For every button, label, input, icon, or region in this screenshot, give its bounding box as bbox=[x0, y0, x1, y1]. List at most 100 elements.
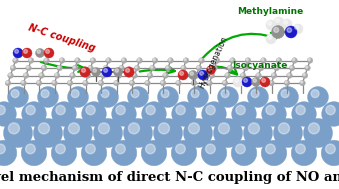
Circle shape bbox=[262, 102, 286, 126]
Circle shape bbox=[117, 74, 119, 76]
Circle shape bbox=[82, 102, 106, 126]
Circle shape bbox=[115, 81, 117, 83]
Circle shape bbox=[246, 59, 248, 61]
Circle shape bbox=[102, 67, 112, 77]
Circle shape bbox=[276, 58, 282, 63]
Circle shape bbox=[37, 81, 39, 83]
Circle shape bbox=[307, 58, 313, 63]
Circle shape bbox=[252, 77, 260, 87]
Circle shape bbox=[168, 58, 173, 63]
Circle shape bbox=[9, 74, 11, 76]
Circle shape bbox=[244, 78, 247, 82]
Circle shape bbox=[10, 65, 16, 71]
Circle shape bbox=[68, 123, 79, 134]
Circle shape bbox=[261, 140, 287, 166]
Circle shape bbox=[296, 105, 305, 115]
Circle shape bbox=[85, 73, 91, 78]
Circle shape bbox=[8, 73, 13, 78]
Circle shape bbox=[187, 87, 208, 107]
Circle shape bbox=[262, 78, 265, 82]
Circle shape bbox=[301, 81, 303, 83]
Circle shape bbox=[28, 58, 34, 63]
Circle shape bbox=[60, 59, 62, 61]
Circle shape bbox=[195, 74, 197, 76]
Circle shape bbox=[15, 50, 19, 53]
Circle shape bbox=[205, 144, 215, 154]
Circle shape bbox=[125, 68, 129, 72]
Circle shape bbox=[213, 66, 215, 68]
Circle shape bbox=[239, 81, 241, 83]
Circle shape bbox=[225, 73, 230, 78]
Circle shape bbox=[94, 119, 122, 147]
Circle shape bbox=[71, 74, 73, 76]
Circle shape bbox=[253, 79, 256, 82]
Circle shape bbox=[207, 80, 212, 86]
Circle shape bbox=[241, 74, 243, 76]
Circle shape bbox=[311, 90, 319, 98]
Circle shape bbox=[259, 66, 261, 68]
Circle shape bbox=[67, 87, 88, 107]
Circle shape bbox=[56, 105, 65, 115]
Circle shape bbox=[284, 20, 287, 24]
Circle shape bbox=[230, 58, 235, 63]
Circle shape bbox=[177, 81, 179, 83]
Circle shape bbox=[196, 65, 202, 71]
Circle shape bbox=[137, 58, 142, 63]
Circle shape bbox=[11, 66, 13, 68]
Circle shape bbox=[240, 73, 246, 78]
Circle shape bbox=[254, 81, 256, 83]
Circle shape bbox=[271, 73, 277, 78]
Circle shape bbox=[0, 140, 17, 166]
Circle shape bbox=[287, 28, 292, 32]
Circle shape bbox=[116, 144, 125, 154]
Circle shape bbox=[121, 58, 127, 63]
Circle shape bbox=[276, 19, 279, 22]
Circle shape bbox=[305, 65, 310, 71]
Circle shape bbox=[231, 59, 233, 61]
Circle shape bbox=[44, 58, 49, 63]
Circle shape bbox=[321, 140, 339, 166]
Circle shape bbox=[290, 66, 292, 68]
Circle shape bbox=[158, 87, 178, 107]
Circle shape bbox=[150, 65, 155, 71]
Circle shape bbox=[104, 66, 106, 68]
Text: N-C coupling: N-C coupling bbox=[27, 22, 97, 53]
Circle shape bbox=[41, 90, 49, 98]
Circle shape bbox=[274, 27, 279, 32]
Circle shape bbox=[57, 65, 62, 71]
Circle shape bbox=[24, 74, 26, 76]
Circle shape bbox=[253, 80, 259, 86]
Circle shape bbox=[272, 74, 274, 76]
Circle shape bbox=[197, 66, 199, 68]
Circle shape bbox=[176, 144, 185, 154]
Circle shape bbox=[7, 87, 28, 107]
Circle shape bbox=[114, 67, 122, 77]
Circle shape bbox=[236, 105, 245, 115]
Circle shape bbox=[218, 87, 238, 107]
Circle shape bbox=[112, 102, 136, 126]
Circle shape bbox=[102, 74, 104, 76]
Circle shape bbox=[198, 70, 208, 80]
Circle shape bbox=[281, 90, 289, 98]
Circle shape bbox=[215, 59, 217, 61]
Circle shape bbox=[85, 144, 95, 154]
Text: Isocyanate: Isocyanate bbox=[232, 61, 288, 70]
Circle shape bbox=[106, 58, 111, 63]
Circle shape bbox=[70, 73, 75, 78]
Circle shape bbox=[164, 74, 166, 76]
Circle shape bbox=[260, 77, 270, 87]
Circle shape bbox=[270, 81, 272, 83]
Circle shape bbox=[199, 58, 204, 63]
Circle shape bbox=[98, 80, 104, 86]
Circle shape bbox=[208, 67, 212, 70]
Circle shape bbox=[131, 90, 139, 98]
Circle shape bbox=[63, 119, 93, 147]
Circle shape bbox=[104, 68, 107, 72]
Circle shape bbox=[265, 144, 275, 154]
Circle shape bbox=[151, 66, 153, 68]
Circle shape bbox=[210, 74, 212, 76]
Circle shape bbox=[89, 66, 91, 68]
Circle shape bbox=[171, 140, 197, 166]
Circle shape bbox=[72, 65, 78, 71]
Circle shape bbox=[25, 144, 35, 154]
